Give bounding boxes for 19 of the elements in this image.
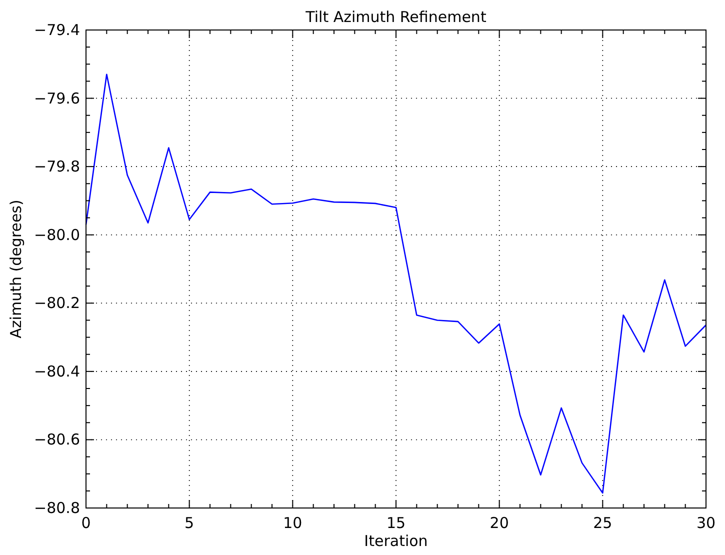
y-axis-title: Azimuth (degrees) (7, 200, 25, 338)
x-tick-label: 15 (386, 514, 406, 532)
x-axis-title: Iteration (364, 532, 428, 550)
y-tick-label: −79.6 (34, 89, 80, 108)
x-tick-label: 0 (81, 514, 91, 532)
line-series (85, 74, 707, 494)
x-tick-label: 20 (490, 514, 509, 532)
chart-title: Tilt Azimuth Refinement (304, 8, 486, 26)
y-tick-label: −79.4 (34, 21, 80, 39)
x-tick-label: 25 (593, 514, 612, 532)
y-tick-label: −80.2 (34, 294, 80, 312)
y-tick-label: −80.6 (34, 430, 80, 449)
y-tick-label: −79.8 (34, 158, 80, 176)
y-tick-label: −80.4 (34, 362, 80, 380)
x-tick-label: 10 (283, 514, 302, 532)
x-tick-label: 5 (184, 514, 194, 532)
y-tick-label: −80.0 (34, 226, 80, 244)
y-tick-label: −80.8 (34, 499, 80, 517)
x-tick-label: 30 (696, 514, 716, 532)
